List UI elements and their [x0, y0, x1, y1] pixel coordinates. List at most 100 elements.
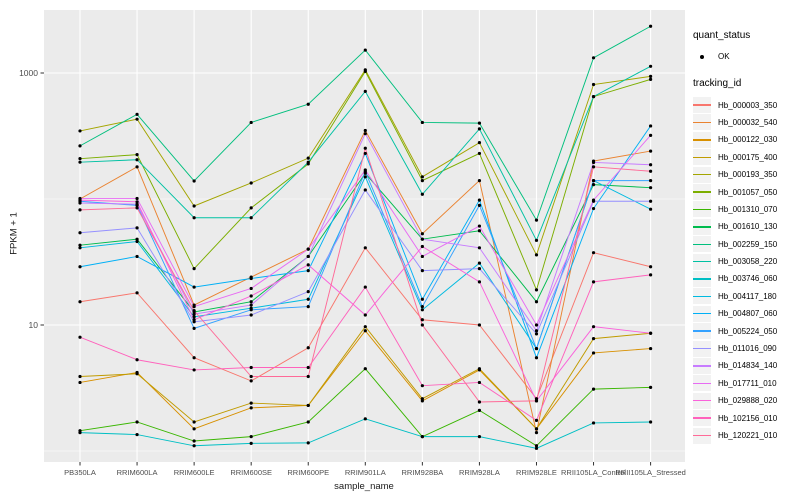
- data-point: [306, 346, 310, 350]
- legend-item-label: Hb_000003_350: [718, 100, 778, 110]
- legend-item-Hb_102156_010: Hb_102156_010: [693, 409, 799, 427]
- data-point: [534, 399, 539, 403]
- legend-item-label: Hb_004807_060: [718, 309, 778, 319]
- data-point: [363, 128, 367, 133]
- data-point: [363, 285, 367, 289]
- data-point: [591, 251, 596, 255]
- data-point: [135, 372, 139, 376]
- data-point: [649, 346, 653, 351]
- data-point: [249, 181, 253, 185]
- data-point: [363, 329, 367, 333]
- data-point: [420, 175, 424, 179]
- data-point: [306, 420, 310, 424]
- legend-color-line: [693, 139, 711, 141]
- data-point: [591, 56, 596, 60]
- data-point: [649, 77, 653, 81]
- data-point: [249, 365, 253, 370]
- data-point: [135, 239, 139, 244]
- data-point: [78, 231, 82, 235]
- data-point: [477, 267, 482, 271]
- x-tick-label: RRIM928LE: [516, 468, 557, 477]
- legend-color-line: [693, 278, 711, 280]
- data-point: [477, 367, 482, 371]
- data-point: [192, 420, 196, 424]
- data-point: [135, 432, 139, 437]
- data-point: [649, 420, 653, 424]
- x-tick-label: RRIM600LA: [117, 468, 158, 477]
- data-point: [78, 157, 82, 161]
- line-key-icon: [693, 357, 711, 374]
- legend-item-label: Hb_000193_350: [718, 170, 778, 180]
- data-point: [477, 178, 482, 183]
- data-point: [249, 441, 253, 445]
- legend-color-line: [693, 313, 711, 315]
- data-point: [306, 263, 310, 267]
- data-point: [135, 254, 139, 259]
- data-point: [649, 385, 653, 389]
- data-point: [192, 356, 196, 360]
- data-point: [192, 204, 196, 208]
- data-point: [135, 226, 139, 230]
- data-point: [78, 246, 82, 250]
- data-point: [192, 312, 196, 316]
- data-point: [192, 285, 196, 289]
- data-point: [135, 206, 139, 210]
- data-point: [420, 384, 424, 388]
- data-point: [477, 203, 482, 207]
- data-point: [420, 304, 424, 309]
- legend-color-line: [693, 243, 711, 245]
- legend-item-label: Hb_029888_020: [718, 396, 778, 406]
- data-point: [591, 178, 596, 183]
- data-point: [249, 206, 253, 210]
- line-key-icon: [693, 410, 711, 427]
- data-point: [306, 403, 310, 408]
- legend-item-label: Hb_017711_010: [718, 378, 777, 388]
- legend-color-line: [693, 434, 711, 437]
- data-point: [420, 120, 424, 125]
- x-tick-label: RRII105LA_Stressed: [615, 468, 685, 477]
- x-tick-label: RRII105LA_Control: [561, 468, 626, 477]
- y-axis-title: FPKM + 1: [8, 212, 20, 255]
- legend-item-label: Hb_004117_180: [718, 291, 777, 301]
- legend-item-Hb_000175_400: Hb_000175_400: [693, 149, 799, 166]
- data-point: [534, 446, 539, 450]
- data-point: [420, 244, 424, 249]
- data-point: [135, 291, 139, 295]
- x-tick-label: RRIM928BA: [402, 468, 444, 477]
- data-point: [534, 288, 539, 292]
- data-point: [306, 304, 310, 309]
- legend-item-label: Hb_120221_010: [718, 431, 778, 440]
- data-point: [363, 151, 367, 156]
- data-point: [78, 144, 82, 148]
- legend-item-Hb_003746_060: Hb_003746_060: [693, 270, 799, 287]
- data-point: [306, 247, 310, 251]
- data-point: [420, 397, 424, 401]
- x-tick-label: RRIM928LA: [459, 468, 500, 477]
- line-key-icon: [693, 184, 711, 201]
- legend-item-label: Hb_005224_050: [718, 326, 778, 336]
- line-key-icon: [693, 427, 711, 444]
- data-point: [363, 246, 367, 250]
- data-point: [192, 304, 196, 309]
- y-tick-label: 10: [29, 320, 39, 330]
- data-point: [477, 408, 482, 413]
- data-point: [135, 237, 139, 241]
- data-point: [420, 323, 424, 327]
- legend-title-quant-status: quant_status: [693, 30, 751, 41]
- line-key-icon: [693, 392, 711, 409]
- data-point: [192, 368, 196, 372]
- line-key-icon: [693, 166, 711, 183]
- data-point: [363, 168, 367, 172]
- data-point: [135, 358, 139, 362]
- data-point: [306, 441, 310, 445]
- legend-color-line: [693, 347, 711, 350]
- line-key-icon: [693, 218, 711, 235]
- legend: quant_status OK tracking_id Hb_000003_35…: [693, 30, 799, 444]
- data-point: [249, 435, 253, 439]
- data-point: [192, 444, 196, 448]
- data-point: [649, 199, 653, 203]
- data-point: [649, 124, 653, 128]
- data-point: [363, 146, 367, 150]
- data-point: [306, 254, 310, 259]
- data-point: [420, 254, 424, 259]
